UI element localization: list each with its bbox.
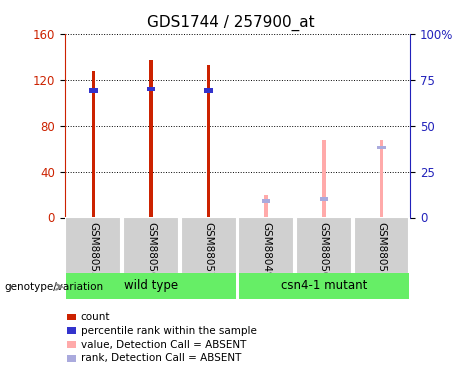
- Text: GDS1744 / 257900_at: GDS1744 / 257900_at: [147, 15, 314, 31]
- Bar: [204, 88, 213, 93]
- Bar: [92, 70, 95, 217]
- Text: GSM88055: GSM88055: [89, 222, 98, 279]
- Text: csn4-1 mutant: csn4-1 mutant: [281, 279, 367, 292]
- Text: GSM88050: GSM88050: [319, 222, 329, 279]
- Bar: [67, 355, 76, 362]
- Bar: [67, 341, 76, 348]
- Bar: [207, 65, 210, 218]
- Text: count: count: [81, 312, 110, 322]
- Bar: [89, 88, 98, 93]
- Text: percentile rank within the sample: percentile rank within the sample: [81, 326, 256, 336]
- Bar: [296, 217, 352, 274]
- Bar: [265, 195, 268, 217]
- Bar: [149, 60, 153, 217]
- Bar: [238, 217, 294, 274]
- Text: GSM88051: GSM88051: [377, 222, 386, 279]
- Bar: [65, 217, 121, 274]
- Text: rank, Detection Call = ABSENT: rank, Detection Call = ABSENT: [81, 354, 241, 363]
- Bar: [147, 87, 155, 91]
- Bar: [239, 273, 409, 298]
- Bar: [320, 197, 328, 201]
- Text: GSM88057: GSM88057: [204, 222, 213, 279]
- Bar: [354, 217, 409, 274]
- Bar: [377, 146, 385, 149]
- Text: GSM88056: GSM88056: [146, 222, 156, 279]
- Text: genotype/variation: genotype/variation: [5, 282, 104, 292]
- Bar: [262, 199, 270, 202]
- Bar: [123, 217, 179, 274]
- Text: wild type: wild type: [124, 279, 178, 292]
- Bar: [66, 273, 236, 298]
- Bar: [181, 217, 236, 274]
- Bar: [322, 140, 325, 218]
- Text: value, Detection Call = ABSENT: value, Detection Call = ABSENT: [81, 340, 246, 350]
- Text: GSM88049: GSM88049: [261, 222, 271, 279]
- Bar: [380, 140, 383, 218]
- Bar: [67, 327, 76, 334]
- Bar: [67, 314, 76, 320]
